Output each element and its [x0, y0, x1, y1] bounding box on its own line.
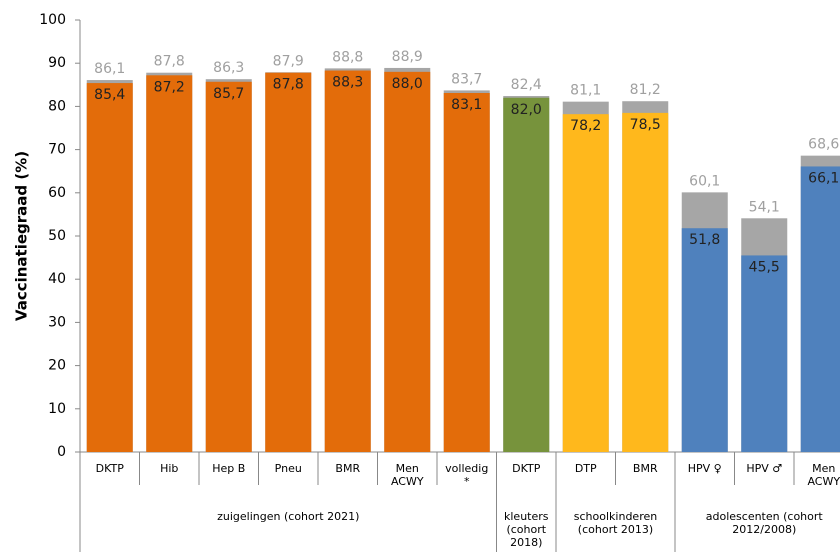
bar [146, 75, 193, 453]
gray-value-label: 88,8 [332, 49, 363, 65]
value-label: 88,0 [392, 76, 423, 92]
bar [741, 255, 788, 452]
y-tick-label: 40 [48, 271, 66, 287]
value-label: 45,5 [749, 259, 780, 275]
gray-value-label: 60,1 [689, 173, 720, 189]
value-label: 85,7 [213, 86, 244, 102]
group-label: schoolkinderen (cohort 2013) [573, 510, 658, 536]
gray-value-label: 83,7 [451, 71, 482, 87]
gray-value-label: 86,3 [213, 60, 244, 76]
value-label: 82,0 [511, 102, 542, 118]
y-tick-label: 50 [48, 228, 66, 244]
bar [384, 71, 431, 452]
y-tick-label: 10 [48, 401, 66, 417]
y-tick-label: 100 [39, 12, 66, 28]
gray-value-label: 54,1 [749, 199, 780, 215]
x-tick-label: HPV ♂ [746, 462, 783, 475]
value-label: 87,8 [273, 77, 304, 93]
bar [681, 228, 728, 452]
value-label: 83,1 [451, 97, 482, 113]
x-tick-label: Pneu [274, 462, 302, 475]
gray-value-label: 81,1 [570, 83, 601, 99]
gray-value-label: 81,2 [630, 82, 661, 98]
y-tick-label: 0 [57, 444, 66, 460]
gray-value-label: 82,4 [511, 77, 542, 93]
group-label: kleuters (cohort 2018) [504, 510, 549, 549]
x-tick-label: DKTP [95, 462, 124, 475]
x-tick-label: Men ACWY [390, 462, 424, 488]
x-tick-label: DTP [574, 462, 597, 475]
bar [86, 83, 133, 453]
group-label: adolescenten (cohort 2012/2008) [705, 510, 823, 536]
y-axis-label: Vaccinatiegraad (%) [13, 151, 31, 321]
value-label: 88,3 [332, 75, 363, 91]
group-label: zuigelingen (cohort 2021) [217, 510, 360, 523]
bar [800, 166, 840, 452]
x-tick-label: volledig * [445, 462, 489, 488]
gray-value-label: 87,8 [154, 54, 185, 70]
x-tick-label: Men ACWY [807, 462, 840, 488]
bar [562, 114, 609, 453]
gray-value-label: 87,9 [273, 53, 304, 69]
gray-value-label: 68,6 [808, 137, 839, 153]
y-tick-label: 80 [48, 98, 66, 114]
x-tick-label: Hib [160, 462, 179, 475]
x-tick-label: DKTP [512, 462, 541, 475]
bar [622, 112, 669, 452]
x-tick-label: BMR [632, 462, 658, 475]
x-tick-label: Hep B [212, 462, 246, 475]
value-label: 51,8 [689, 232, 720, 248]
bar [324, 70, 371, 452]
bar [205, 81, 252, 452]
value-label: 85,4 [94, 87, 125, 103]
y-tick-label: 70 [48, 142, 66, 158]
bar [503, 97, 550, 452]
y-tick-label: 20 [48, 358, 66, 374]
bar [265, 72, 312, 452]
y-tick-label: 30 [48, 314, 66, 330]
y-tick-label: 60 [48, 185, 66, 201]
gray-value-label: 88,9 [392, 49, 423, 65]
value-label: 66,1 [808, 170, 839, 186]
value-label: 78,5 [630, 117, 661, 133]
x-tick-label: BMR [335, 462, 361, 475]
gray-value-label: 86,1 [94, 61, 125, 77]
y-tick-label: 90 [48, 55, 66, 71]
x-tick-label: HPV ♀ [687, 462, 722, 475]
value-label: 87,2 [154, 79, 185, 95]
bar [443, 93, 490, 453]
value-label: 78,2 [570, 118, 601, 134]
